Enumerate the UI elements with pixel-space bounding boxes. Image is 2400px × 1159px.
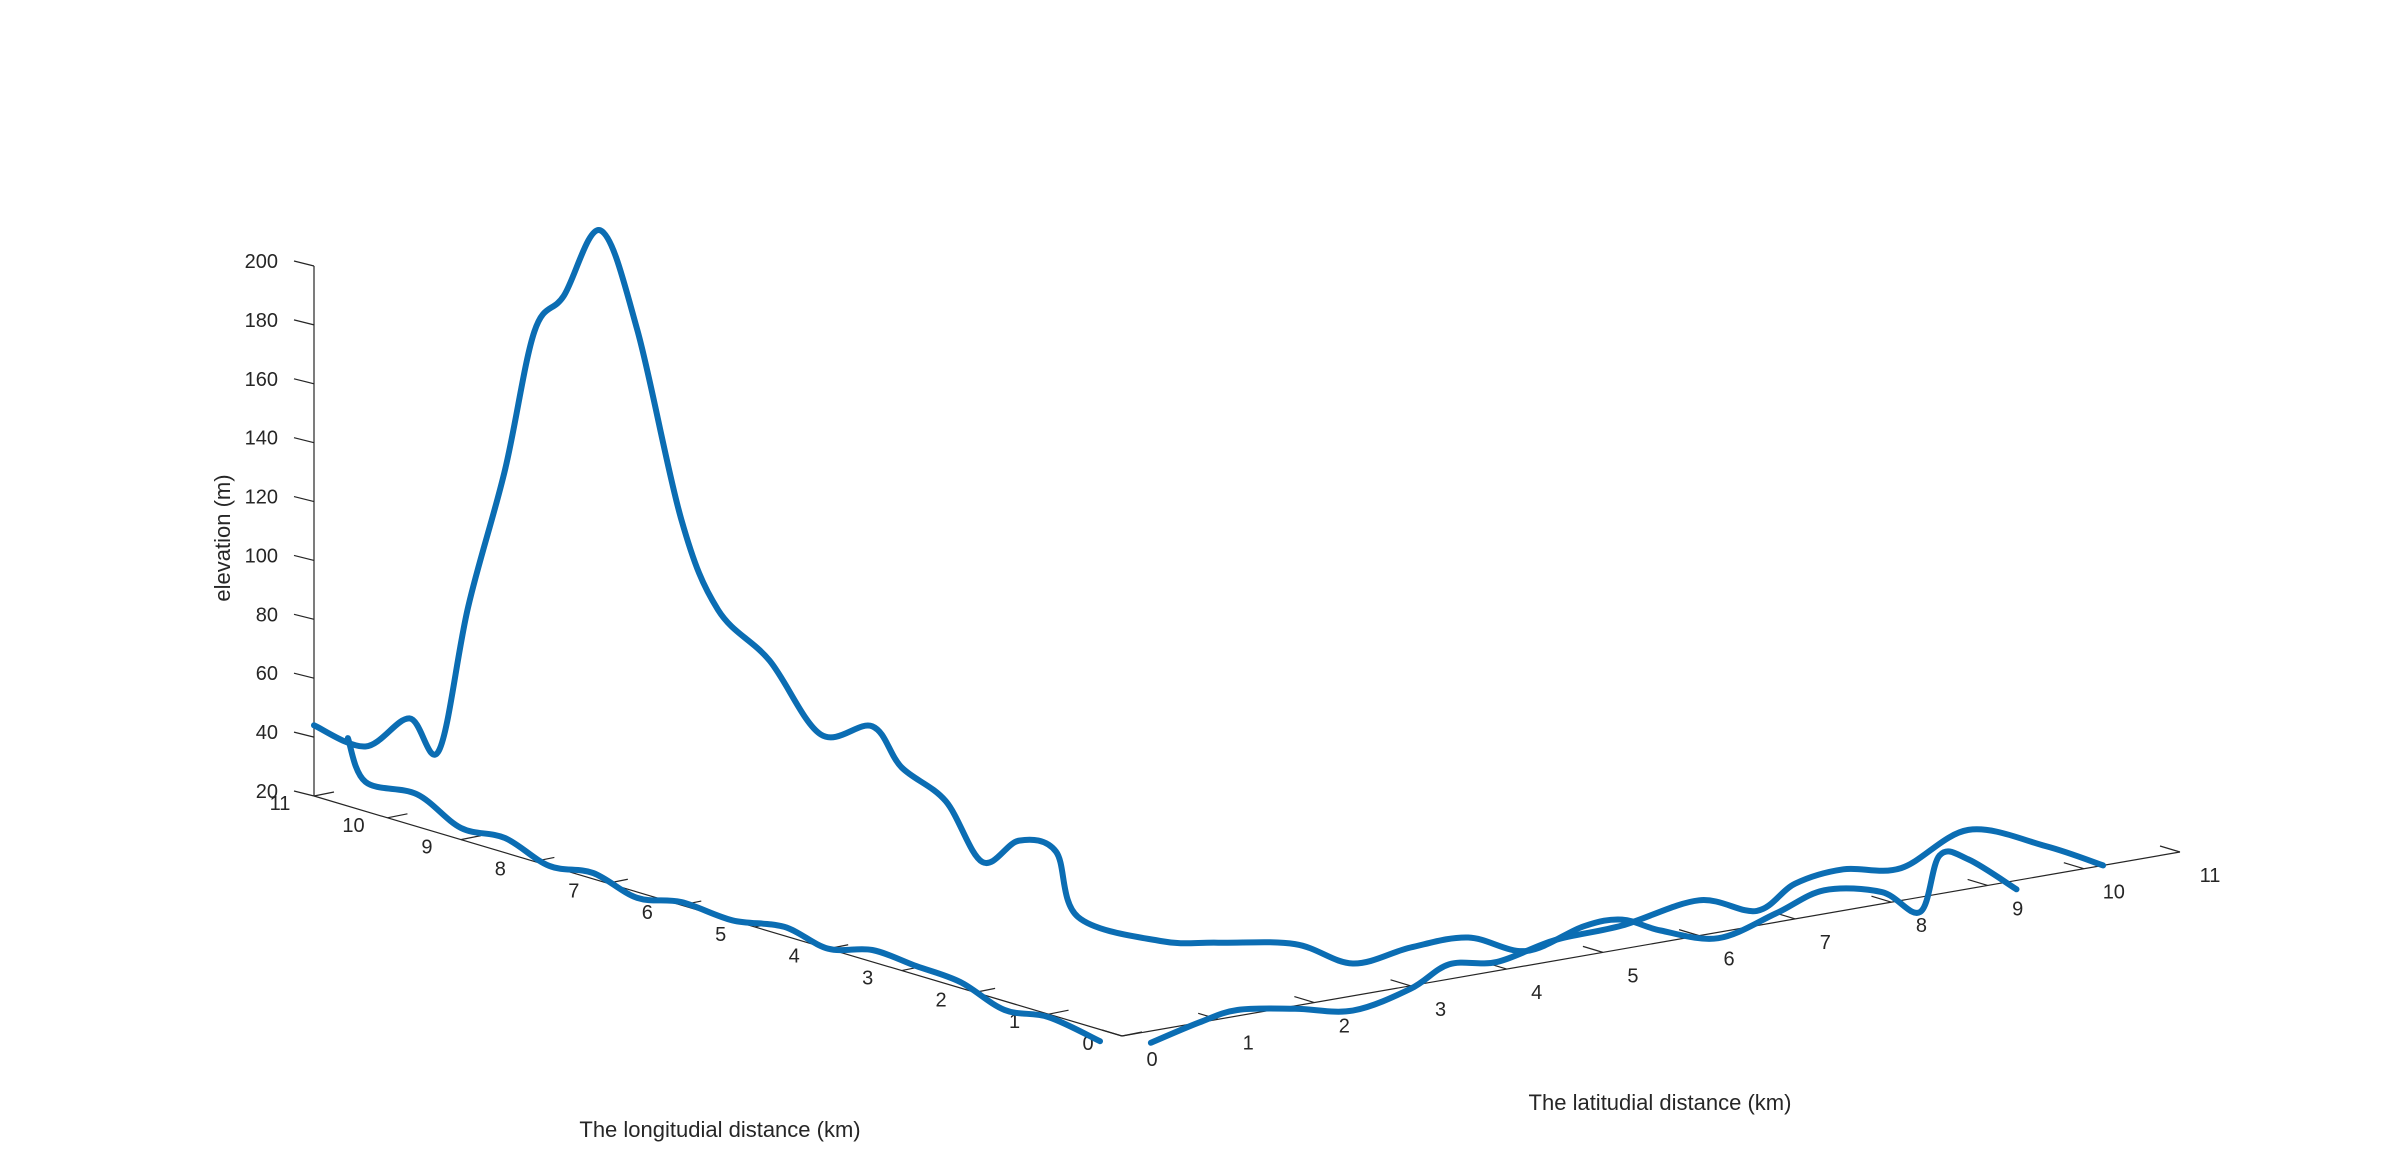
x-tick-label: 5: [715, 924, 726, 946]
y-tick-label: 9: [2012, 898, 2023, 920]
x-tick-label: 7: [568, 880, 579, 902]
z-tick-mark: [293, 319, 315, 326]
y-tick-mark: [1967, 878, 1988, 887]
y-tick-mark: [1390, 979, 1411, 987]
x-axis-label: The longitudial distance (km): [579, 1117, 860, 1142]
z-tick-mark: [293, 437, 315, 444]
y-tick-label: 1: [1243, 1032, 1254, 1054]
y-tick-label: 0: [1146, 1049, 1157, 1071]
x-tick-label: 11: [270, 793, 291, 815]
curve-segment-1: [344, 735, 1103, 1045]
y-tick-label: 6: [1724, 949, 1735, 971]
curve-segment-2: [1147, 826, 2107, 1046]
y-tick-mark: [2063, 862, 2084, 870]
x-tick-mark: [460, 835, 482, 841]
x-tick-label: 4: [789, 946, 800, 968]
y-tick-mark: [2159, 845, 2181, 853]
x-tick-label: 6: [642, 902, 653, 924]
y-tick-mark: [1871, 895, 1892, 903]
z-tick-mark: [293, 554, 315, 562]
z-tick-label: 80: [256, 604, 278, 626]
x-tick-label: 1: [1009, 1011, 1020, 1033]
x-tick-mark: [387, 813, 408, 819]
z-tick-mark: [293, 613, 315, 620]
y-tick-mark: [1101, 1029, 1123, 1037]
z-tick-label: 60: [256, 663, 278, 685]
y-tick-mark: [1678, 929, 1700, 937]
z-tick-mark: [293, 672, 315, 679]
label-layer: The longitudial distance (km) The latitu…: [210, 474, 1791, 1142]
z-tick-mark: [293, 790, 315, 797]
x-tick-label: 0: [1082, 1033, 1093, 1055]
x-tick-label: 8: [495, 858, 506, 880]
z-tick-label: 160: [245, 369, 278, 391]
y-tick-label: 11: [2200, 865, 2221, 887]
z-tick-mark: [293, 731, 315, 738]
y-tick-label: 5: [1627, 965, 1638, 987]
y-tick-mark: [1582, 945, 1604, 953]
y-tick-label: 4: [1531, 982, 1542, 1004]
y-tick-label: 2: [1339, 1016, 1350, 1038]
x-tick-label: 9: [421, 837, 432, 859]
y-axis-label: The latitudial distance (km): [1529, 1090, 1792, 1115]
x-tick-mark: [313, 791, 335, 797]
x-tick-label: 10: [342, 815, 364, 837]
z-tick-label: 100: [245, 545, 278, 567]
curve-segment-3: [311, 227, 2020, 967]
x-tick-label: 3: [862, 968, 873, 990]
z-tick-label: 200: [245, 251, 278, 273]
y-tick-mark: [1294, 995, 1315, 1004]
z-tick-label: 120: [245, 487, 278, 509]
z-tick-label: 40: [256, 722, 278, 744]
z-tick-mark: [293, 378, 315, 385]
curve-layer: [311, 227, 2107, 1046]
x-tick-mark: [1121, 1031, 1143, 1037]
z-tick-label: 180: [245, 310, 278, 332]
z-tick-mark: [293, 495, 315, 503]
x-tick-label: 2: [936, 989, 947, 1011]
y-tick-label: 8: [1916, 915, 1927, 937]
x-tick-mark: [1048, 1009, 1069, 1015]
z-tick-label: 140: [245, 428, 278, 450]
y-tick-label: 7: [1820, 932, 1831, 954]
z-tick-mark: [293, 260, 315, 267]
axes-layer: 0123456789101101234567891011204060801001…: [245, 251, 2221, 1071]
z-tick-label: 20: [256, 781, 278, 803]
z-axis-label: elevation (m): [210, 474, 235, 601]
y-tick-label: 10: [2103, 882, 2125, 904]
y-tick-label: 3: [1435, 999, 1446, 1021]
